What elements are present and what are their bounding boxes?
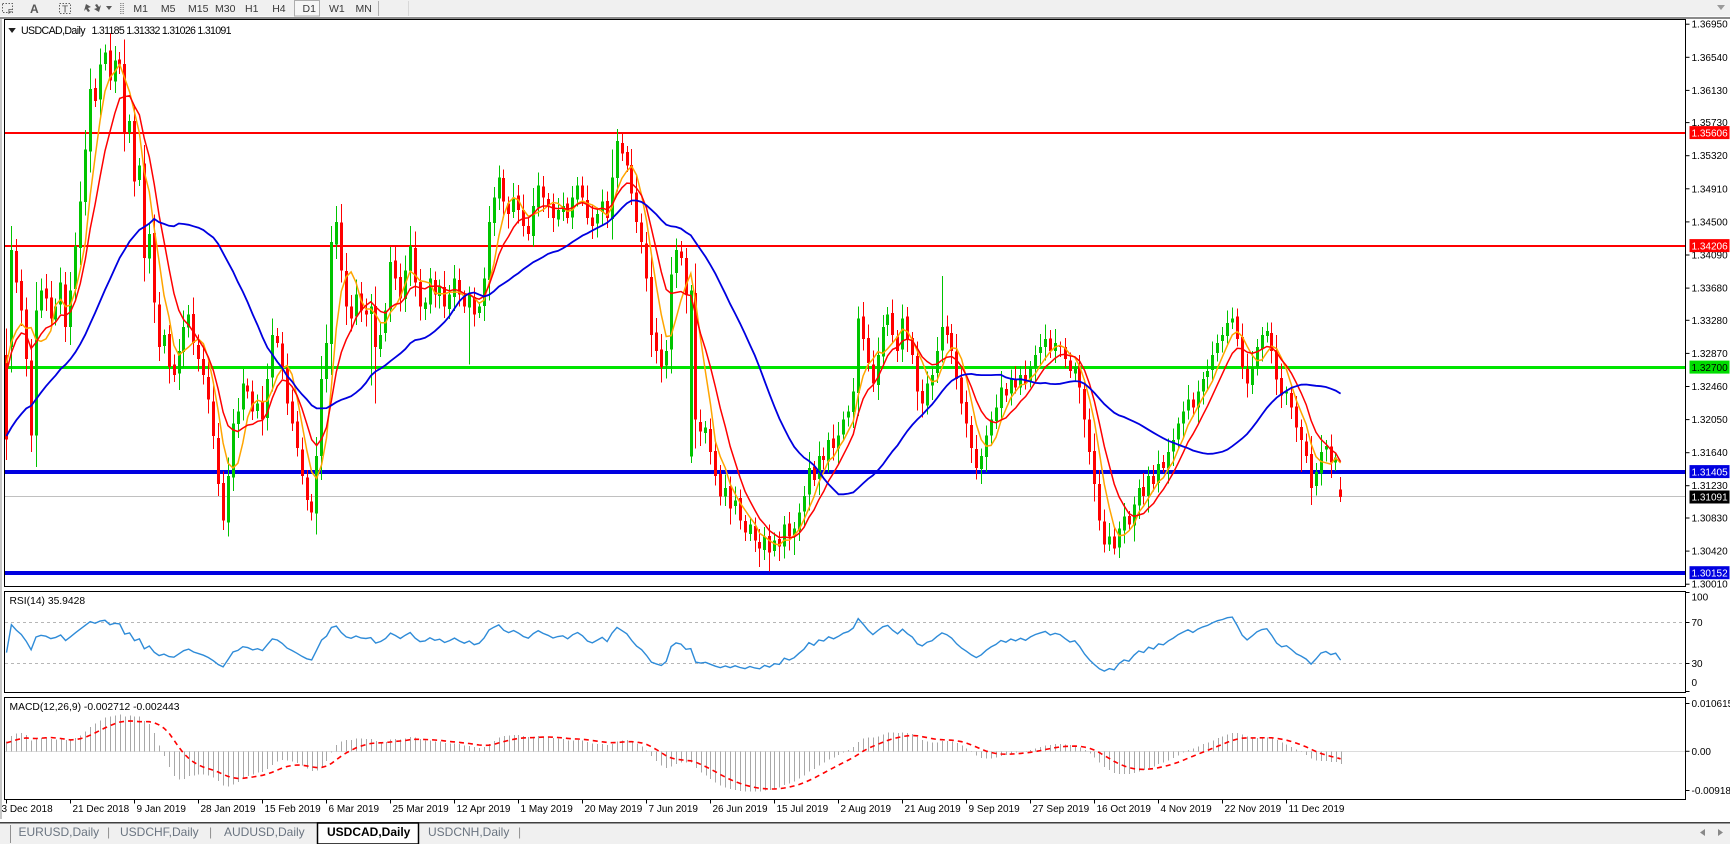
- svg-text:1.33280: 1.33280: [1692, 316, 1729, 327]
- svg-text:1.35730: 1.35730: [1692, 118, 1729, 129]
- svg-text:-0.009181: -0.009181: [1692, 786, 1730, 797]
- svg-text:1.36130: 1.36130: [1692, 86, 1729, 97]
- svg-text:H4: H4: [272, 3, 286, 15]
- svg-text:26 Jun 2019: 26 Jun 2019: [713, 804, 768, 815]
- svg-text:AUDUSD,Daily: AUDUSD,Daily: [224, 825, 305, 839]
- svg-text:21 Aug 2019: 21 Aug 2019: [905, 804, 962, 815]
- svg-text:0.00: 0.00: [1692, 747, 1712, 758]
- svg-text:1.31185 1.31332 1.31026 1.3109: 1.31185 1.31332 1.31026 1.31091: [92, 25, 232, 37]
- svg-text:1.36950: 1.36950: [1692, 20, 1729, 31]
- svg-text:1.31405: 1.31405: [1692, 467, 1729, 478]
- svg-text:1.32050: 1.32050: [1692, 415, 1729, 426]
- svg-text:F: F: [8, 9, 12, 16]
- svg-text:1.34090: 1.34090: [1692, 251, 1729, 262]
- svg-text:11 Dec 2019: 11 Dec 2019: [1289, 804, 1345, 815]
- svg-text:9 Jan 2019: 9 Jan 2019: [137, 804, 187, 815]
- svg-text:M30: M30: [215, 3, 236, 15]
- svg-text:USDCAD,Daily: USDCAD,Daily: [327, 825, 411, 839]
- svg-text:15 Jul 2019: 15 Jul 2019: [777, 804, 829, 815]
- svg-text:1.32700: 1.32700: [1692, 363, 1729, 374]
- svg-text:1.34500: 1.34500: [1692, 217, 1729, 228]
- svg-text:21 Dec 2018: 21 Dec 2018: [73, 804, 130, 815]
- svg-text:25 Mar 2019: 25 Mar 2019: [393, 804, 450, 815]
- svg-text:15 Feb 2019: 15 Feb 2019: [265, 804, 322, 815]
- svg-text:|: |: [209, 825, 212, 839]
- svg-text:EURUSD,Daily: EURUSD,Daily: [19, 825, 100, 839]
- svg-text:100: 100: [1692, 593, 1709, 604]
- svg-text:RSI(14) 35.9428: RSI(14) 35.9428: [10, 596, 86, 607]
- svg-text:30: 30: [1692, 659, 1704, 670]
- svg-text:USDCNH,Daily: USDCNH,Daily: [428, 825, 509, 839]
- svg-text:USDCAD,Daily: USDCAD,Daily: [21, 25, 86, 37]
- svg-text:16 Oct 2019: 16 Oct 2019: [1097, 804, 1152, 815]
- svg-text:0.010615: 0.010615: [1692, 699, 1730, 710]
- svg-text:USDCHF,Daily: USDCHF,Daily: [120, 825, 199, 839]
- svg-text:A: A: [30, 2, 39, 16]
- svg-text:1.31091: 1.31091: [1692, 493, 1729, 504]
- svg-text:|: |: [107, 825, 110, 839]
- svg-text:1.35606: 1.35606: [1692, 128, 1729, 139]
- svg-text:1.32870: 1.32870: [1692, 349, 1729, 360]
- svg-text:1.32460: 1.32460: [1692, 382, 1729, 393]
- svg-text:1.34910: 1.34910: [1692, 184, 1729, 195]
- svg-text:22 Nov 2019: 22 Nov 2019: [1225, 804, 1282, 815]
- svg-text:1.31230: 1.31230: [1692, 481, 1729, 492]
- svg-text:1.33680: 1.33680: [1692, 284, 1729, 295]
- svg-text:9 Sep 2019: 9 Sep 2019: [969, 804, 1021, 815]
- svg-text:1.31640: 1.31640: [1692, 448, 1729, 459]
- svg-text:12 Apr 2019: 12 Apr 2019: [457, 804, 511, 815]
- svg-text:6 Mar 2019: 6 Mar 2019: [329, 804, 380, 815]
- svg-text:1.30010: 1.30010: [1692, 580, 1729, 591]
- svg-text:2 Aug 2019: 2 Aug 2019: [841, 804, 892, 815]
- svg-text:1.34206: 1.34206: [1692, 241, 1729, 252]
- svg-text:1.30152: 1.30152: [1692, 568, 1729, 579]
- svg-text:7 Jun 2019: 7 Jun 2019: [649, 804, 699, 815]
- svg-text:1.30830: 1.30830: [1692, 514, 1729, 525]
- svg-text:1.35320: 1.35320: [1692, 151, 1729, 162]
- svg-text:M15: M15: [188, 3, 209, 15]
- svg-text:|: |: [518, 825, 521, 839]
- svg-text:1.30420: 1.30420: [1692, 547, 1729, 558]
- svg-text:0: 0: [1692, 678, 1698, 689]
- svg-text:W1: W1: [329, 3, 345, 15]
- svg-text:4 Nov 2019: 4 Nov 2019: [1161, 804, 1213, 815]
- svg-text:H1: H1: [245, 3, 259, 15]
- svg-text:M5: M5: [161, 3, 176, 15]
- svg-text:70: 70: [1692, 618, 1704, 629]
- svg-text:27 Sep 2019: 27 Sep 2019: [1033, 804, 1090, 815]
- svg-text:MN: MN: [356, 3, 372, 15]
- svg-text:1 May 2019: 1 May 2019: [521, 804, 574, 815]
- svg-text:D1: D1: [303, 3, 317, 15]
- svg-text:3 Dec 2018: 3 Dec 2018: [2, 804, 54, 815]
- svg-text:T: T: [62, 5, 68, 16]
- svg-text:1.36540: 1.36540: [1692, 53, 1729, 64]
- svg-text:20 May 2019: 20 May 2019: [585, 804, 643, 815]
- svg-text:MACD(12,26,9) -0.002712 -0.002: MACD(12,26,9) -0.002712 -0.002443: [10, 702, 180, 713]
- svg-text:28 Jan 2019: 28 Jan 2019: [201, 804, 256, 815]
- svg-text:M1: M1: [133, 3, 148, 15]
